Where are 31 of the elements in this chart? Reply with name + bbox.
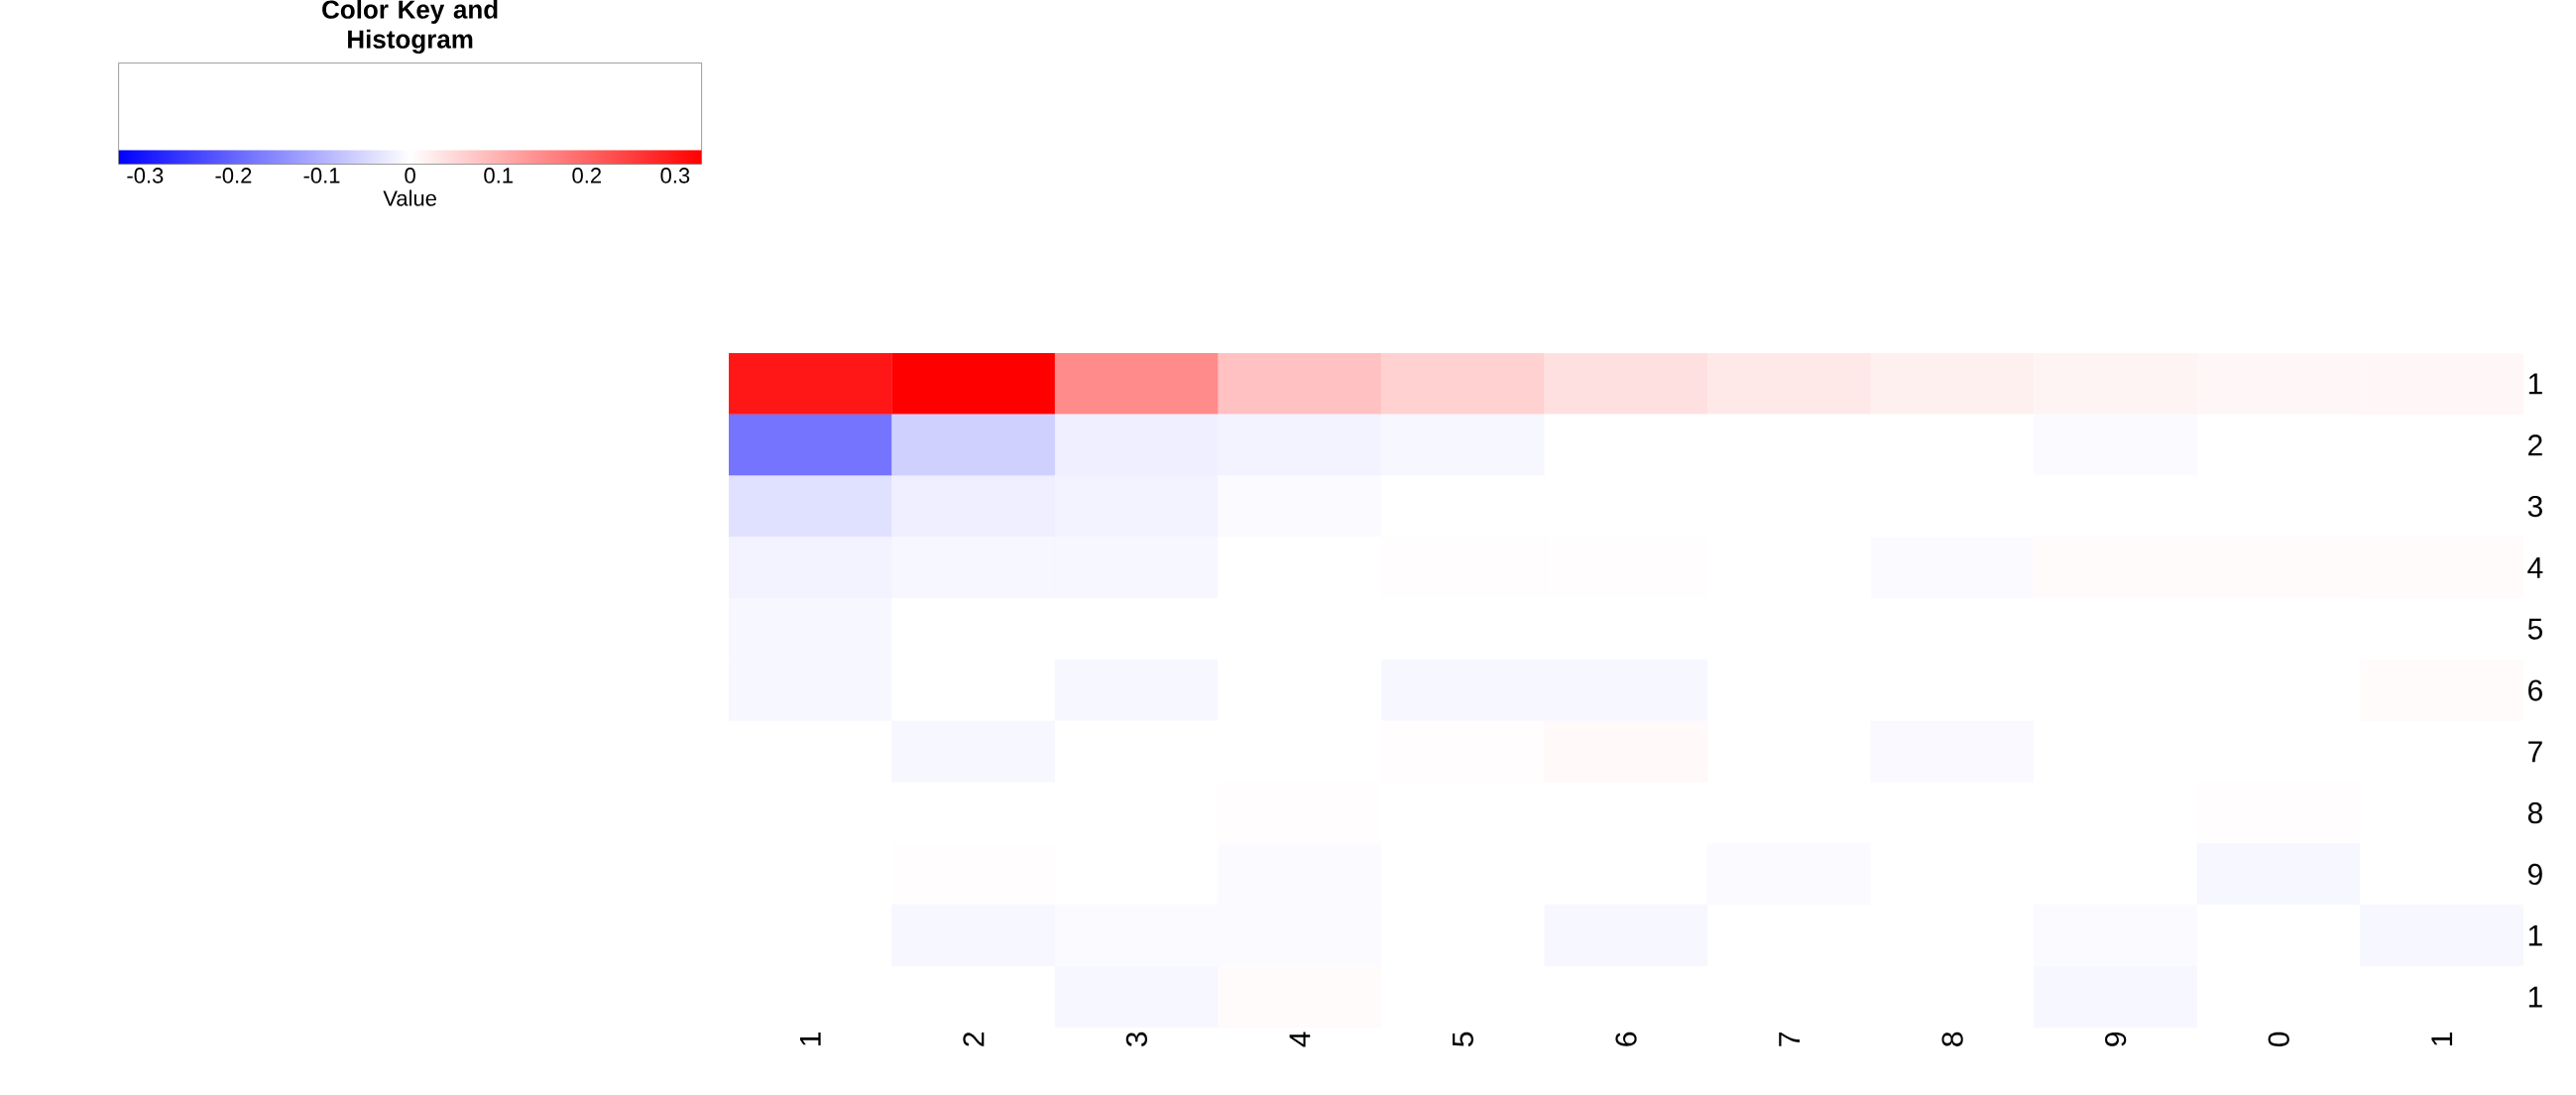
x-tick-label: 0 [2268, 1032, 2289, 1047]
color-bar-label: -0.1 [303, 168, 340, 183]
x-tick-label: 1 [799, 1033, 821, 1045]
color-bar-label: 0.1 [484, 168, 513, 183]
y-tick-label: 3 [2527, 495, 2542, 518]
x-tick-label: 8 [1941, 1032, 1963, 1046]
x-tick-label: 5 [1453, 1032, 1473, 1047]
y-tick-label: 9 [2527, 863, 2542, 886]
color-bar-label: 0.3 [660, 168, 690, 183]
y-tick-label: 5 [2527, 618, 2542, 640]
y-tick-label: 1 [2528, 924, 2542, 946]
y-tick-label: 4 [2527, 557, 2543, 578]
x-tick-label: 3 [1125, 1032, 1147, 1047]
color-bar-label: -0.3 [127, 168, 164, 183]
x-tick-label: 2 [963, 1033, 985, 1046]
y-tick-label: 2 [2528, 434, 2542, 456]
x-tick-label: 4 [1289, 1032, 1311, 1047]
x-tick-label: 9 [2105, 1032, 2127, 1046]
y-tick-label: 1 [2528, 986, 2542, 1008]
y-tick-label: 7 [2528, 741, 2542, 763]
x-tick-label: 6 [1615, 1032, 1637, 1046]
x-tick-label: 1 [2431, 1033, 2453, 1045]
color-bar-label: 0.2 [572, 168, 601, 183]
x-tick-label: 7 [1779, 1033, 1800, 1046]
legend-title: Color Key and Histogram [322, 0, 498, 55]
color-bar-title: Value [383, 189, 436, 206]
color-bar-label: 0 [405, 168, 415, 183]
color-bar-label: -0.2 [215, 168, 252, 183]
y-tick-label: 8 [2527, 802, 2542, 824]
y-tick-label: 6 [2528, 679, 2542, 701]
y-tick-label: 1 [2528, 373, 2542, 395]
